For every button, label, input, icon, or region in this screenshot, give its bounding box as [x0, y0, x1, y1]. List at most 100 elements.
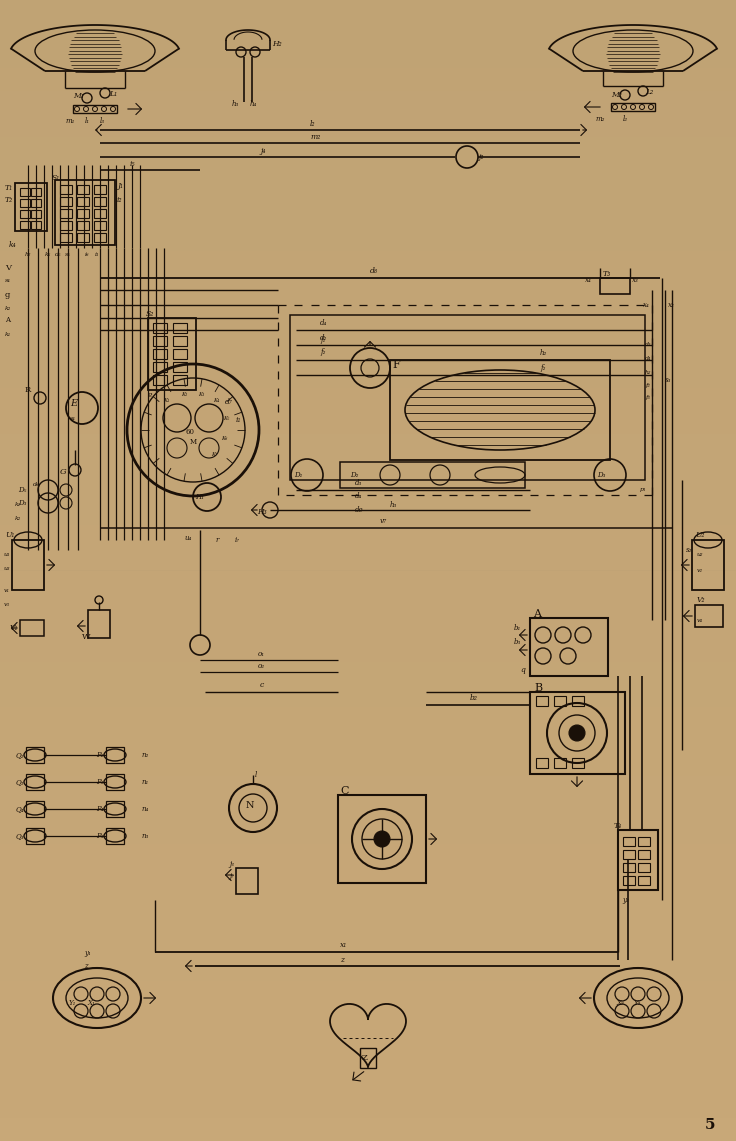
Bar — [94, 221, 106, 230]
Bar — [638, 863, 650, 872]
Text: o₁: o₁ — [258, 650, 265, 658]
Bar — [60, 221, 72, 230]
Bar — [0, 0, 736, 23]
Bar — [692, 540, 724, 590]
Text: f₂: f₂ — [540, 364, 545, 372]
Bar — [0, 525, 736, 548]
Text: o₂: o₂ — [258, 662, 265, 670]
Text: k₄: k₄ — [9, 241, 17, 249]
Bar — [77, 233, 89, 242]
Text: b₂: b₂ — [470, 694, 478, 702]
Text: de: de — [355, 505, 364, 513]
Text: V: V — [5, 264, 11, 272]
Bar — [0, 365, 736, 388]
Text: u₃: u₃ — [4, 566, 10, 570]
Text: h₃: h₃ — [232, 100, 239, 108]
Text: j₃: j₃ — [229, 860, 234, 868]
Bar — [20, 188, 30, 196]
Text: 60: 60 — [185, 428, 194, 436]
Text: h₄: h₄ — [250, 100, 258, 108]
Bar — [94, 185, 106, 194]
Bar — [55, 180, 115, 245]
Bar — [153, 349, 167, 359]
Text: P₃: P₃ — [96, 832, 104, 840]
Bar — [623, 876, 635, 885]
Bar — [340, 462, 525, 488]
Bar — [623, 863, 635, 872]
Text: g: g — [5, 291, 10, 299]
Bar — [77, 197, 89, 207]
Bar — [106, 774, 124, 790]
Text: y₁: y₁ — [84, 949, 91, 957]
Text: v₇: v₇ — [380, 517, 387, 525]
Text: u₄: u₄ — [185, 534, 192, 542]
Bar — [0, 1095, 736, 1118]
Bar — [94, 233, 106, 242]
Bar — [638, 876, 650, 885]
Text: x₂: x₂ — [668, 301, 675, 309]
Text: n₁: n₁ — [142, 778, 149, 786]
Text: K₇: K₇ — [211, 453, 217, 458]
Bar — [0, 1027, 736, 1050]
Text: u₂: u₂ — [697, 552, 704, 558]
Bar — [0, 205, 736, 228]
Bar — [106, 801, 124, 817]
Bar — [94, 197, 106, 207]
Bar — [0, 1118, 736, 1141]
Text: m₂: m₂ — [595, 115, 604, 123]
Bar — [0, 183, 736, 205]
Bar — [0, 913, 736, 936]
Bar — [0, 91, 736, 114]
Bar — [0, 707, 736, 730]
Bar — [60, 209, 72, 218]
Text: J₁: J₁ — [117, 183, 123, 191]
Text: j₄: j₄ — [260, 147, 266, 155]
Text: h₃: h₃ — [390, 501, 397, 509]
Bar — [94, 209, 106, 218]
Text: x₁: x₁ — [340, 941, 347, 949]
Bar — [0, 1073, 736, 1095]
Text: Q₁: Q₁ — [15, 778, 24, 786]
Text: X₂: X₂ — [616, 1000, 623, 1008]
Text: S₂: S₂ — [146, 310, 155, 318]
Bar — [554, 758, 566, 768]
Text: l₃: l₃ — [100, 118, 105, 126]
Bar — [338, 795, 426, 883]
Text: P₁: P₁ — [96, 778, 104, 786]
Bar — [0, 114, 736, 137]
Text: D₃: D₃ — [597, 471, 605, 479]
Bar — [0, 297, 736, 319]
Text: U₁: U₁ — [5, 531, 15, 539]
Text: 5: 5 — [705, 1118, 715, 1132]
Text: s₃: s₃ — [665, 377, 671, 385]
Bar — [0, 274, 736, 297]
Text: B: B — [534, 683, 542, 693]
Text: T₄: T₄ — [614, 822, 622, 830]
Text: k₅: k₅ — [45, 252, 52, 258]
Text: s₂: s₂ — [686, 547, 693, 555]
Text: h₂: h₂ — [25, 252, 32, 258]
Text: T₁: T₁ — [5, 184, 13, 192]
Bar — [31, 188, 41, 196]
Text: j₇: j₇ — [229, 872, 234, 880]
Text: v₁: v₁ — [4, 588, 10, 592]
Bar — [0, 822, 736, 844]
Text: f₂: f₂ — [320, 348, 325, 356]
Text: P₄: P₄ — [96, 806, 104, 814]
Text: K₅: K₅ — [223, 415, 230, 421]
Text: s₄: s₄ — [70, 415, 76, 421]
Text: f₁: f₁ — [320, 335, 325, 343]
Text: M₂: M₂ — [611, 91, 622, 99]
Text: Z: Z — [362, 1054, 368, 1062]
Bar — [0, 639, 736, 662]
Text: K₃: K₃ — [198, 393, 205, 397]
Bar — [31, 199, 41, 207]
Bar — [173, 323, 187, 333]
Text: L₂: L₂ — [645, 88, 653, 96]
Bar — [0, 228, 736, 251]
Text: f₂: f₂ — [645, 382, 650, 388]
Bar — [60, 233, 72, 242]
Text: T₂: T₂ — [5, 196, 13, 204]
Bar — [153, 323, 167, 333]
Bar — [536, 758, 548, 768]
